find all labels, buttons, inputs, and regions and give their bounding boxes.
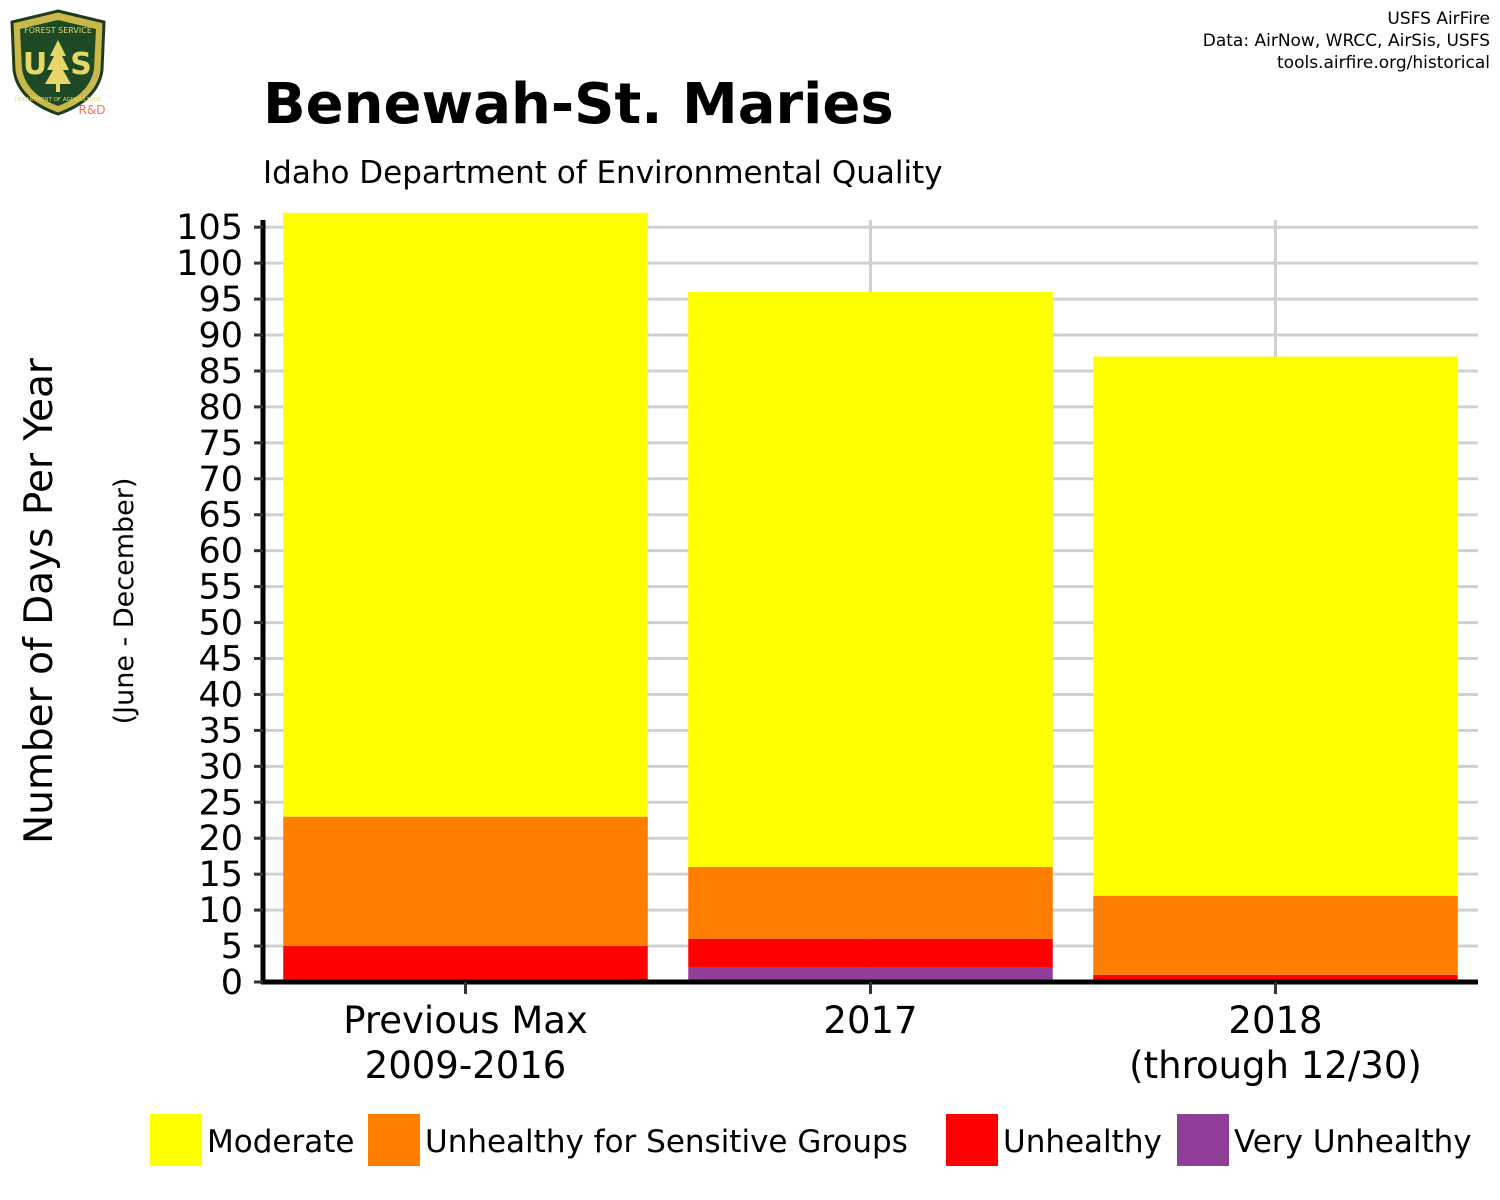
x-tick-label: 2009-2016	[365, 1044, 567, 1087]
y-tick-label: 55	[198, 568, 243, 608]
bar-segment	[1093, 895, 1458, 975]
y-tick-label: 105	[176, 208, 243, 248]
chart-subtitle: Idaho Department of Environmental Qualit…	[263, 155, 943, 191]
credit-line: USFS AirFire	[1387, 9, 1490, 29]
y-tick-label: 0	[221, 963, 243, 1003]
chart-title: Benewah-St. Maries	[263, 72, 894, 137]
y-tick-label: 85	[198, 352, 243, 392]
legend-swatch	[150, 1114, 202, 1166]
x-tick-label: 2018	[1228, 999, 1322, 1042]
y-tick-label: 80	[198, 388, 243, 428]
bar-segment	[688, 938, 1053, 968]
svg-text:FOREST SERVICE: FOREST SERVICE	[24, 26, 92, 35]
legend-swatch	[946, 1114, 998, 1166]
legend-label: Unhealthy	[1003, 1124, 1162, 1160]
credit-line: tools.airfire.org/historical	[1277, 53, 1490, 73]
bar-segment	[283, 816, 648, 947]
y-tick-label: 10	[198, 891, 243, 931]
svg-text:R&D: R&D	[79, 103, 106, 117]
y-tick-label: 20	[198, 819, 243, 859]
svg-text:U: U	[23, 47, 47, 82]
y-tick-label: 40	[198, 675, 243, 715]
bar-segment	[283, 212, 648, 817]
usfs-logo: FOREST SERVICE U S DEPARTMENT OF AGRICUL…	[8, 8, 108, 118]
y-tick-label: 70	[198, 460, 243, 500]
y-tick-label: 5	[221, 927, 243, 967]
y-tick-label: 60	[198, 532, 243, 572]
y-tick-label: 35	[198, 711, 243, 751]
x-tick-label: Previous Max	[343, 999, 588, 1042]
bar-segment	[688, 291, 1053, 867]
legend-label: Unhealthy for Sensitive Groups	[425, 1124, 908, 1160]
credits: USFS AirFire Data: AirNow, WRCC, AirSis,…	[1203, 8, 1490, 74]
y-axis-title: Number of Days Per Year	[17, 357, 62, 844]
bar-segment	[688, 967, 1053, 982]
x-tick-label: 2017	[823, 999, 917, 1042]
svg-text:S: S	[70, 47, 92, 82]
x-tick-label: (through 12/30)	[1129, 1044, 1422, 1087]
y-tick-label: 90	[198, 316, 243, 356]
y-tick-label: 65	[198, 496, 243, 536]
legend-swatch	[368, 1114, 420, 1166]
y-tick-label: 30	[198, 747, 243, 787]
credit-line: Data: AirNow, WRCC, AirSis, USFS	[1202, 31, 1490, 51]
y-tick-label: 25	[198, 783, 243, 823]
y-tick-label: 45	[198, 640, 243, 680]
bar-segment	[283, 946, 648, 982]
legend-label: Very Unhealthy	[1234, 1124, 1472, 1160]
y-tick-label: 95	[198, 280, 243, 320]
y-tick-label: 15	[198, 855, 243, 895]
bar-segment	[1093, 356, 1458, 896]
y-axis-subtitle: (June - December)	[109, 478, 140, 725]
legend-swatch	[1177, 1114, 1229, 1166]
legend-label: Moderate	[207, 1124, 354, 1160]
bar-segment	[688, 866, 1053, 939]
y-tick-label: 75	[198, 424, 243, 464]
svg-text:DEPARTMENT OF AGRICULTURE: DEPARTMENT OF AGRICULTURE	[15, 97, 102, 103]
y-tick-label: 50	[198, 604, 243, 644]
bar-segment	[1093, 974, 1458, 982]
y-tick-label: 100	[176, 244, 243, 284]
